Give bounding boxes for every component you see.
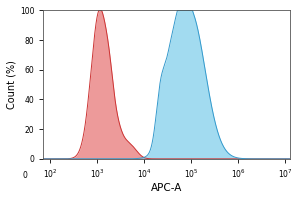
- X-axis label: APC-A: APC-A: [151, 183, 182, 193]
- Text: 0: 0: [22, 171, 27, 180]
- Y-axis label: Count (%): Count (%): [7, 60, 17, 109]
